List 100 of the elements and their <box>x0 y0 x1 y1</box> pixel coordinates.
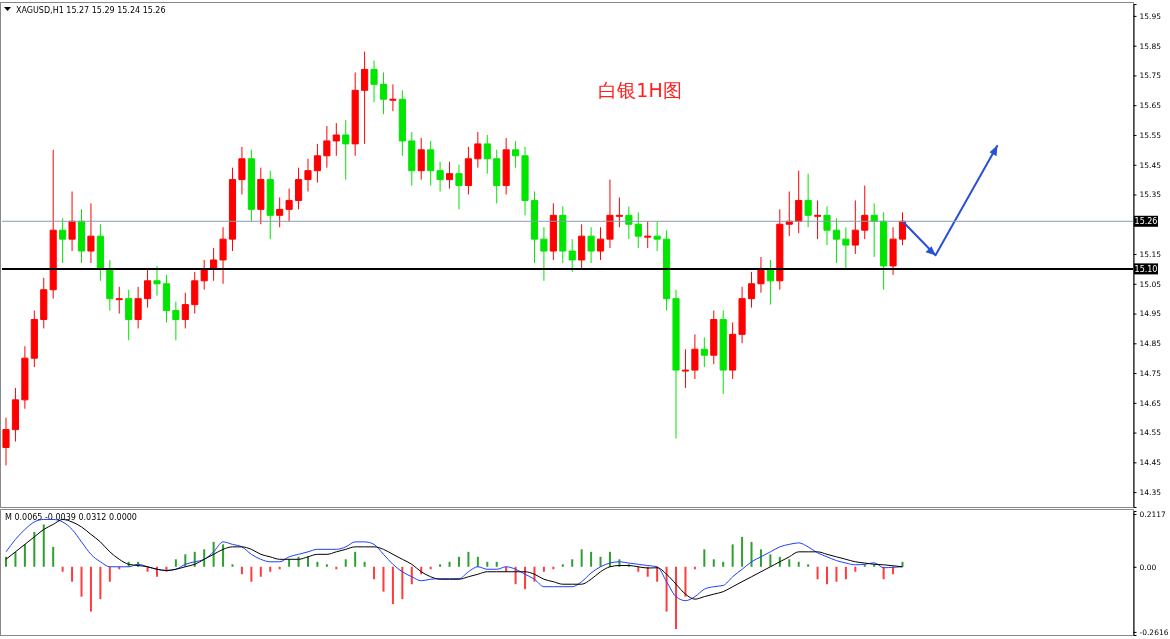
candlestick <box>880 211 888 291</box>
bar <box>240 566 243 575</box>
candlestick <box>455 164 463 210</box>
candlestick <box>210 247 218 282</box>
candlestick <box>436 161 444 193</box>
bar <box>816 566 819 580</box>
candlestick <box>408 131 416 187</box>
bar <box>599 556 602 567</box>
bar <box>580 549 583 567</box>
bar <box>571 559 574 567</box>
candlestick <box>247 149 255 222</box>
bar <box>439 564 442 567</box>
candlestick <box>559 205 567 264</box>
bar <box>89 566 92 612</box>
candlestick <box>766 259 774 306</box>
candlestick <box>134 286 142 329</box>
bar <box>80 566 83 597</box>
candlestick <box>700 336 708 368</box>
candlestick <box>549 202 557 261</box>
chart-subtitle: XAGUSD,H1 15.27 15.29 15.24 15.26 <box>16 6 166 15</box>
candlestick <box>144 268 152 309</box>
candlestick <box>125 289 133 341</box>
bar <box>259 566 262 577</box>
candlestick <box>11 387 20 443</box>
candlestick <box>294 167 303 210</box>
bar <box>788 559 791 567</box>
bar <box>316 561 319 567</box>
bar <box>807 564 810 567</box>
candlestick <box>181 292 189 329</box>
candlestick <box>596 226 605 261</box>
chart-subtitle: M 0.0065 -0.0039 0.0312 0.0000 <box>5 513 137 522</box>
bar <box>476 556 479 567</box>
candlestick <box>30 310 38 368</box>
candlestick <box>587 226 595 264</box>
bar <box>222 544 225 567</box>
candlestick <box>87 202 95 264</box>
candlestick <box>474 131 482 169</box>
candlestick <box>68 191 76 252</box>
candlestick <box>634 211 642 249</box>
candlestick <box>464 146 472 195</box>
bar <box>684 566 687 597</box>
candlestick <box>342 119 350 181</box>
candlestick <box>49 149 57 300</box>
bar <box>382 566 385 592</box>
candlestick <box>804 173 812 228</box>
candlestick <box>719 310 727 395</box>
candlestick <box>285 188 293 222</box>
bar <box>306 556 309 567</box>
candlestick <box>417 137 425 181</box>
candlestick <box>162 274 170 323</box>
candlestick <box>332 122 340 157</box>
candlestick <box>776 208 784 291</box>
bar <box>769 554 772 567</box>
bar <box>826 566 829 585</box>
bar <box>71 566 74 582</box>
bar <box>174 559 177 567</box>
candlestick <box>427 140 435 187</box>
bar <box>495 561 498 567</box>
candlestick <box>814 199 822 240</box>
candlestick <box>625 205 633 240</box>
bar <box>250 566 253 582</box>
candlestick <box>191 271 199 315</box>
candlestick <box>530 191 539 264</box>
candlestick <box>276 196 284 228</box>
candlestick <box>729 321 737 380</box>
candlestick <box>379 71 388 115</box>
candlestick <box>710 310 718 365</box>
bar <box>703 549 706 567</box>
bar <box>561 564 564 567</box>
bar <box>99 566 102 600</box>
bar <box>401 566 404 600</box>
bar <box>42 524 45 567</box>
bar <box>759 549 762 567</box>
candlestick <box>861 185 869 240</box>
candlestick <box>512 140 520 169</box>
candlestick <box>59 217 67 264</box>
candlestick <box>238 146 246 195</box>
bar <box>108 566 111 582</box>
candlestick <box>644 220 652 249</box>
candlestick <box>870 202 878 258</box>
bar <box>712 559 715 567</box>
candlestick <box>323 125 331 169</box>
candlestick <box>219 226 227 285</box>
bar <box>52 546 55 567</box>
bar <box>675 566 678 630</box>
candlestick <box>672 289 680 440</box>
candlestick <box>521 146 529 216</box>
bar <box>486 561 489 567</box>
bar <box>203 549 206 567</box>
bar <box>33 531 36 567</box>
bar <box>656 566 659 582</box>
candlestick <box>493 149 501 204</box>
candlestick <box>842 226 850 270</box>
candlestick <box>115 286 123 315</box>
bar <box>5 556 8 567</box>
candlestick <box>568 238 576 273</box>
bar <box>363 561 366 567</box>
bar <box>797 561 800 567</box>
candlestick <box>361 51 369 145</box>
candlestick <box>40 277 48 329</box>
